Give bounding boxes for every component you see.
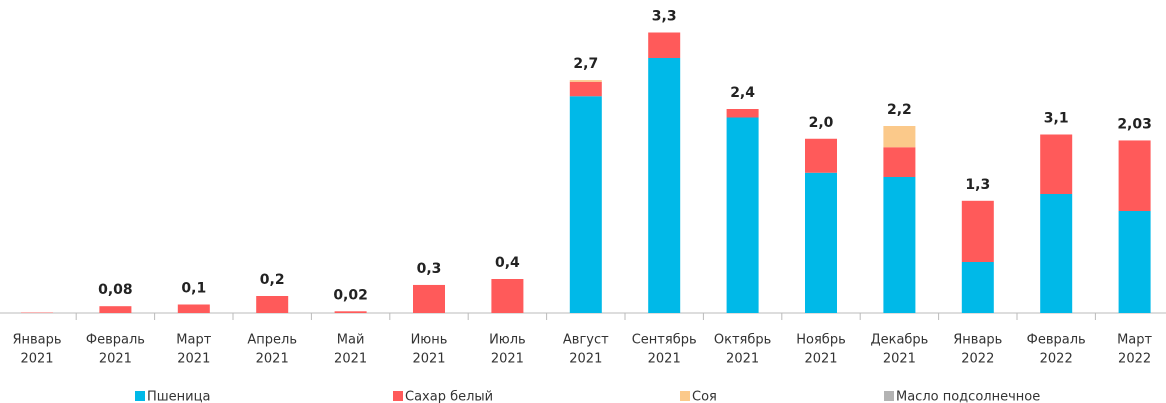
bar-segment: [883, 147, 916, 177]
total-label: 3,1: [1044, 111, 1069, 127]
bar-segment: [961, 262, 994, 313]
x-tick-label: 2021: [491, 352, 524, 367]
x-tick-label: Февраль: [86, 333, 145, 348]
x-tick-label: 2021: [412, 352, 445, 367]
x-tick-label: Февраль: [1027, 333, 1086, 348]
total-label: 2,2: [887, 102, 912, 118]
bar-segment: [491, 279, 524, 313]
x-tick-label: 2021: [569, 352, 602, 367]
bar-segment: [648, 32, 681, 58]
bar-segment: [177, 304, 210, 313]
x-tick-label: Август: [563, 333, 609, 348]
x-tick-label: Январь: [953, 333, 1002, 348]
bar-segment: [883, 177, 916, 313]
bar-segment: [726, 109, 759, 118]
x-tick-label: 2022: [961, 352, 994, 367]
total-label: 0,3: [417, 261, 442, 277]
x-tick-label: Июль: [489, 333, 526, 348]
total-label: 0,02: [333, 287, 368, 303]
bar-segment: [1040, 134, 1073, 194]
bar-segment: [883, 126, 916, 148]
bar-segment: [569, 81, 602, 97]
x-tick-label: 2021: [883, 352, 916, 367]
bar-segment: [569, 96, 602, 313]
bar-segment: [1118, 211, 1151, 313]
total-label: 0,1: [181, 281, 206, 297]
x-tick-label: 2021: [804, 352, 837, 367]
x-tick-label: Январь: [12, 333, 61, 348]
x-tick-label: Октябрь: [714, 333, 771, 348]
total-label: 1,3: [965, 177, 990, 193]
x-tick-label: 2022: [1040, 352, 1073, 367]
total-label: 0,2: [260, 272, 285, 288]
x-tick-label: 2021: [256, 352, 289, 367]
bar-segment: [961, 200, 994, 262]
total-label: 2,7: [573, 56, 598, 72]
x-tick-label: Март: [1117, 333, 1152, 348]
bar-segment: [726, 117, 759, 313]
x-tick-label: Ноябрь: [796, 333, 845, 348]
x-tick-label: 2021: [177, 352, 210, 367]
bar-segment: [569, 80, 602, 82]
legend-swatch: [884, 391, 894, 401]
x-tick-label: Апрель: [247, 333, 297, 348]
bar-segment: [805, 138, 837, 173]
bar-segment: [334, 311, 367, 313]
bar-segment: [648, 58, 681, 313]
total-label: 0,08: [98, 282, 133, 298]
legend-label: Сахар белый: [405, 390, 493, 403]
x-tick-label: 2021: [726, 352, 759, 367]
bar-segment: [1040, 194, 1073, 313]
legend-swatch: [393, 391, 403, 401]
x-tick-label: 2021: [99, 352, 132, 367]
legend-label: Пшеница: [147, 390, 210, 403]
bar-segment: [256, 296, 289, 313]
bar-segment: [413, 284, 445, 313]
x-tick-label: 2022: [1118, 352, 1151, 367]
total-label: 2,03: [1117, 116, 1152, 132]
total-label: 3,3: [652, 9, 677, 25]
total-label: 2,0: [809, 115, 834, 131]
x-tick-label: 2021: [334, 352, 367, 367]
x-tick-label: Март: [176, 333, 211, 348]
x-tick-label: 2021: [648, 352, 681, 367]
legend-label: Масло подсолнечное: [896, 390, 1040, 403]
total-label: 0,4: [495, 255, 520, 271]
x-tick-label: 2021: [20, 352, 53, 367]
bar-segment: [805, 172, 837, 313]
x-tick-label: Май: [337, 333, 365, 348]
total-label: 2,4: [730, 85, 755, 101]
bar-segment: [99, 306, 132, 313]
x-tick-label: Декабрь: [870, 333, 928, 348]
legend-label: Соя: [692, 390, 717, 403]
x-tick-label: Сентябрь: [632, 333, 697, 348]
legend-swatch: [680, 391, 690, 401]
legend-swatch: [135, 391, 145, 401]
x-tick-label: Июнь: [411, 333, 448, 348]
bar-segment: [1118, 140, 1151, 211]
